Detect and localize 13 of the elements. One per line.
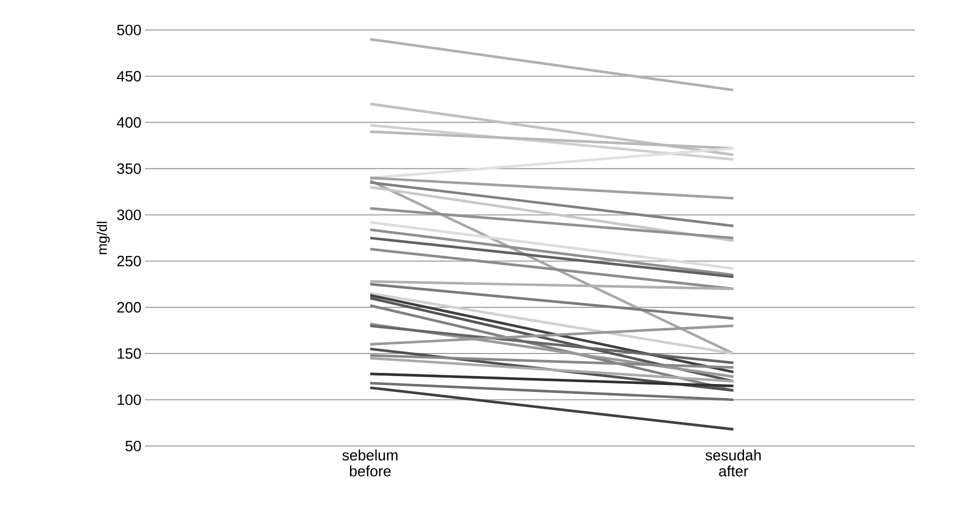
y-tick-label: 450 xyxy=(116,70,141,82)
y-tick-label: 300 xyxy=(117,210,141,220)
y-tick-label: 350 xyxy=(117,163,141,174)
y-tick-label: 250 xyxy=(117,256,141,266)
y-tick-label: 500 xyxy=(117,24,141,36)
x-tick-label: sesudah after xyxy=(706,450,761,476)
y-axis-title: mg/dl xyxy=(96,222,110,254)
y-tick-label: 50 xyxy=(125,440,141,452)
y-tick-label: 200 xyxy=(117,302,141,313)
y-tick-label: 150 xyxy=(118,348,141,359)
y-tick-label: 100 xyxy=(118,394,141,406)
y-tick-label: 400 xyxy=(116,117,141,128)
x-tick-label: sebelum before xyxy=(342,450,398,476)
